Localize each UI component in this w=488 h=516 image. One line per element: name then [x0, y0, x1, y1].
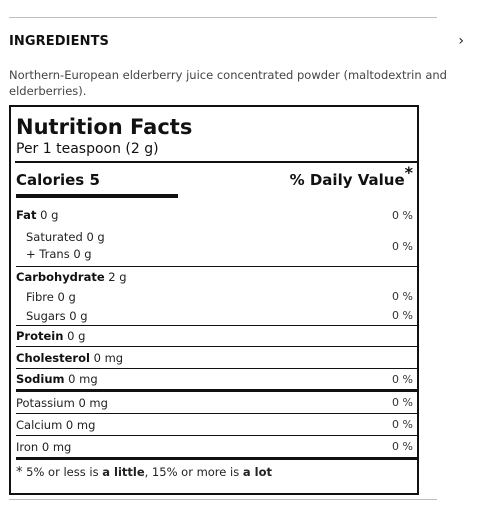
carbohydrate-row: Carbohydrate 2 g: [16, 270, 127, 284]
chevron-right-icon[interactable]: ›: [458, 33, 464, 49]
cholesterol-row: Cholesterol 0 mg: [16, 350, 124, 365]
divider: [16, 368, 417, 369]
daily-value-footnote: * 5% or less is a little, 15% or more is…: [16, 465, 272, 480]
iron-row: Iron 0 mg 0 %: [16, 439, 413, 454]
potassium-row: Potassium 0 mg 0 %: [16, 395, 413, 410]
fibre-row: Fibre 0 g 0 %: [26, 289, 413, 304]
divider: [16, 435, 417, 436]
divider: [16, 389, 417, 392]
fat-row: Fat 0 g 0 %: [16, 208, 413, 222]
divider: [16, 457, 417, 460]
daily-value-header: % Daily Value*: [289, 163, 413, 190]
top-divider: [9, 17, 437, 18]
protein-row: Protein 0 g: [16, 329, 86, 343]
nutrition-facts-table: Nutrition Facts Per 1 teaspoon (2 g) Cal…: [9, 105, 419, 495]
divider: [16, 325, 417, 326]
bottom-divider: [9, 499, 437, 500]
calories-label: Calories 5: [16, 171, 100, 189]
calories-row: Calories 5 % Daily Value*: [16, 163, 417, 194]
divider: [16, 413, 417, 414]
saturated-trans-row: Saturated 0 g + Trans 0 g 0 %: [26, 230, 413, 261]
ingredients-toggle[interactable]: INGREDIENTS ›: [9, 30, 464, 52]
calories-bar: [16, 194, 178, 198]
calcium-row: Calcium 0 mg 0 %: [16, 417, 413, 432]
ingredients-title: INGREDIENTS: [9, 33, 109, 49]
sugars-row: Sugars 0 g 0 %: [26, 308, 413, 323]
sodium-row: Sodium 0 mg 0 %: [16, 372, 413, 386]
divider: [16, 346, 417, 347]
divider: [15, 161, 417, 163]
nutrition-title: Nutrition Facts: [16, 115, 193, 139]
serving-size: Per 1 teaspoon (2 g): [16, 141, 159, 157]
ingredients-text: Northern-European elderberry juice conce…: [9, 68, 447, 98]
divider: [16, 266, 417, 267]
